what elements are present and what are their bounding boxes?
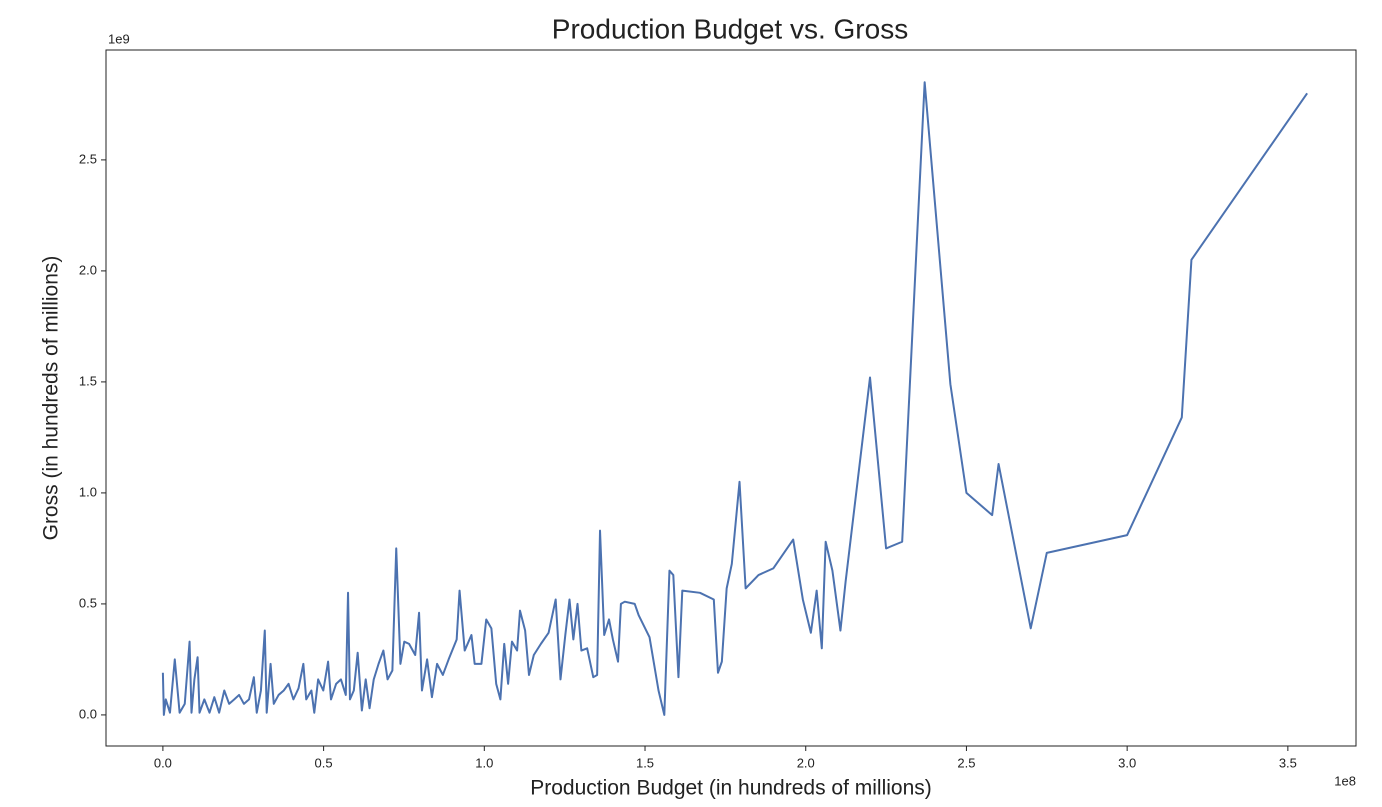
- y-tick-label: 2.0: [79, 262, 97, 277]
- x-tick-label: 3.0: [1118, 755, 1136, 770]
- y-tick-label: 0.5: [79, 595, 97, 610]
- data-line: [161, 81, 1308, 716]
- x-tick-label: 1.5: [636, 755, 654, 770]
- y-axis-label: Gross (in hundreds of millions): [40, 256, 63, 541]
- x-axis-label: Production Budget (in hundreds of millio…: [530, 777, 932, 800]
- x-tick-label: 0.5: [315, 755, 333, 770]
- y-offset-label: 1e9: [108, 31, 130, 46]
- x-tick-label: 2.5: [957, 755, 975, 770]
- y-tick-label: 2.5: [79, 151, 97, 166]
- x-tick-label: 3.5: [1279, 755, 1297, 770]
- plot-frame: [105, 49, 1357, 747]
- x-tick-label: 2.0: [797, 755, 815, 770]
- chart-title: Production Budget vs. Gross: [552, 13, 908, 44]
- x-offset-label: 1e8: [1334, 773, 1356, 788]
- y-tick-label: 1.5: [79, 373, 97, 388]
- y-tick-label: 1.0: [79, 484, 97, 499]
- x-tick-label: 0.0: [154, 755, 172, 770]
- x-tick-label: 1.0: [475, 755, 493, 770]
- y-tick-label: 0.0: [79, 706, 97, 721]
